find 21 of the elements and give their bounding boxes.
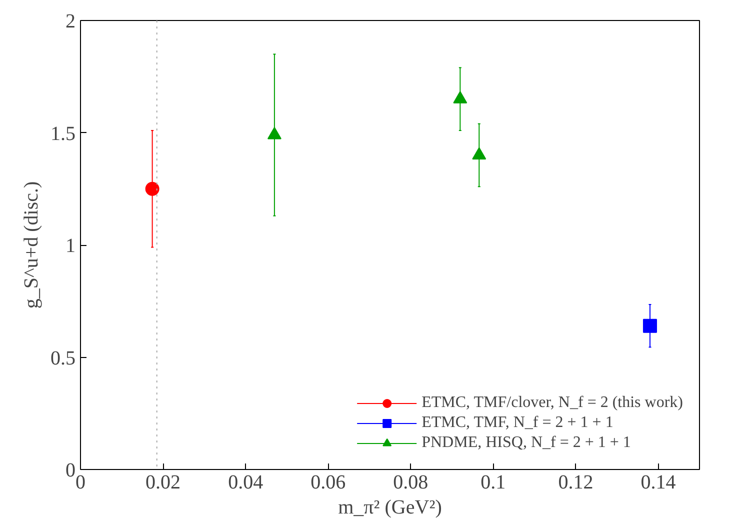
x-tick-label: 0.14 [640,472,676,494]
legend-label: ETMC, TMF/clover, N_f = 2 (this work) [422,394,683,412]
point [267,126,282,140]
y-axis-title: g_S^u+d (disc.) [20,181,42,309]
y-tick-label: 1.5 [50,122,76,145]
legend-label: PNDME, HISQ, N_f = 2 + 1 + 1 [422,434,631,452]
x-tick-label: 0.1 [480,472,506,494]
legend-label: ETMC, TMF, N_f = 2 + 1 + 1 [422,414,614,432]
x-tick-label: 0.12 [558,472,594,494]
x-tick-label: 0.04 [228,472,264,494]
point [453,91,468,104]
y-tick-label: 1 [66,235,76,257]
y-tick-label: 0.5 [50,347,76,370]
point [145,182,160,196]
x-tick-label: 0.02 [146,472,181,494]
point [472,147,486,160]
y-tick-label: 2 [66,10,76,32]
x-tick-label: 0.08 [393,472,428,494]
point [642,318,657,333]
x-tick-label: 0.06 [310,472,346,494]
x-axis-title: m_π² (GeV²) [338,496,442,518]
